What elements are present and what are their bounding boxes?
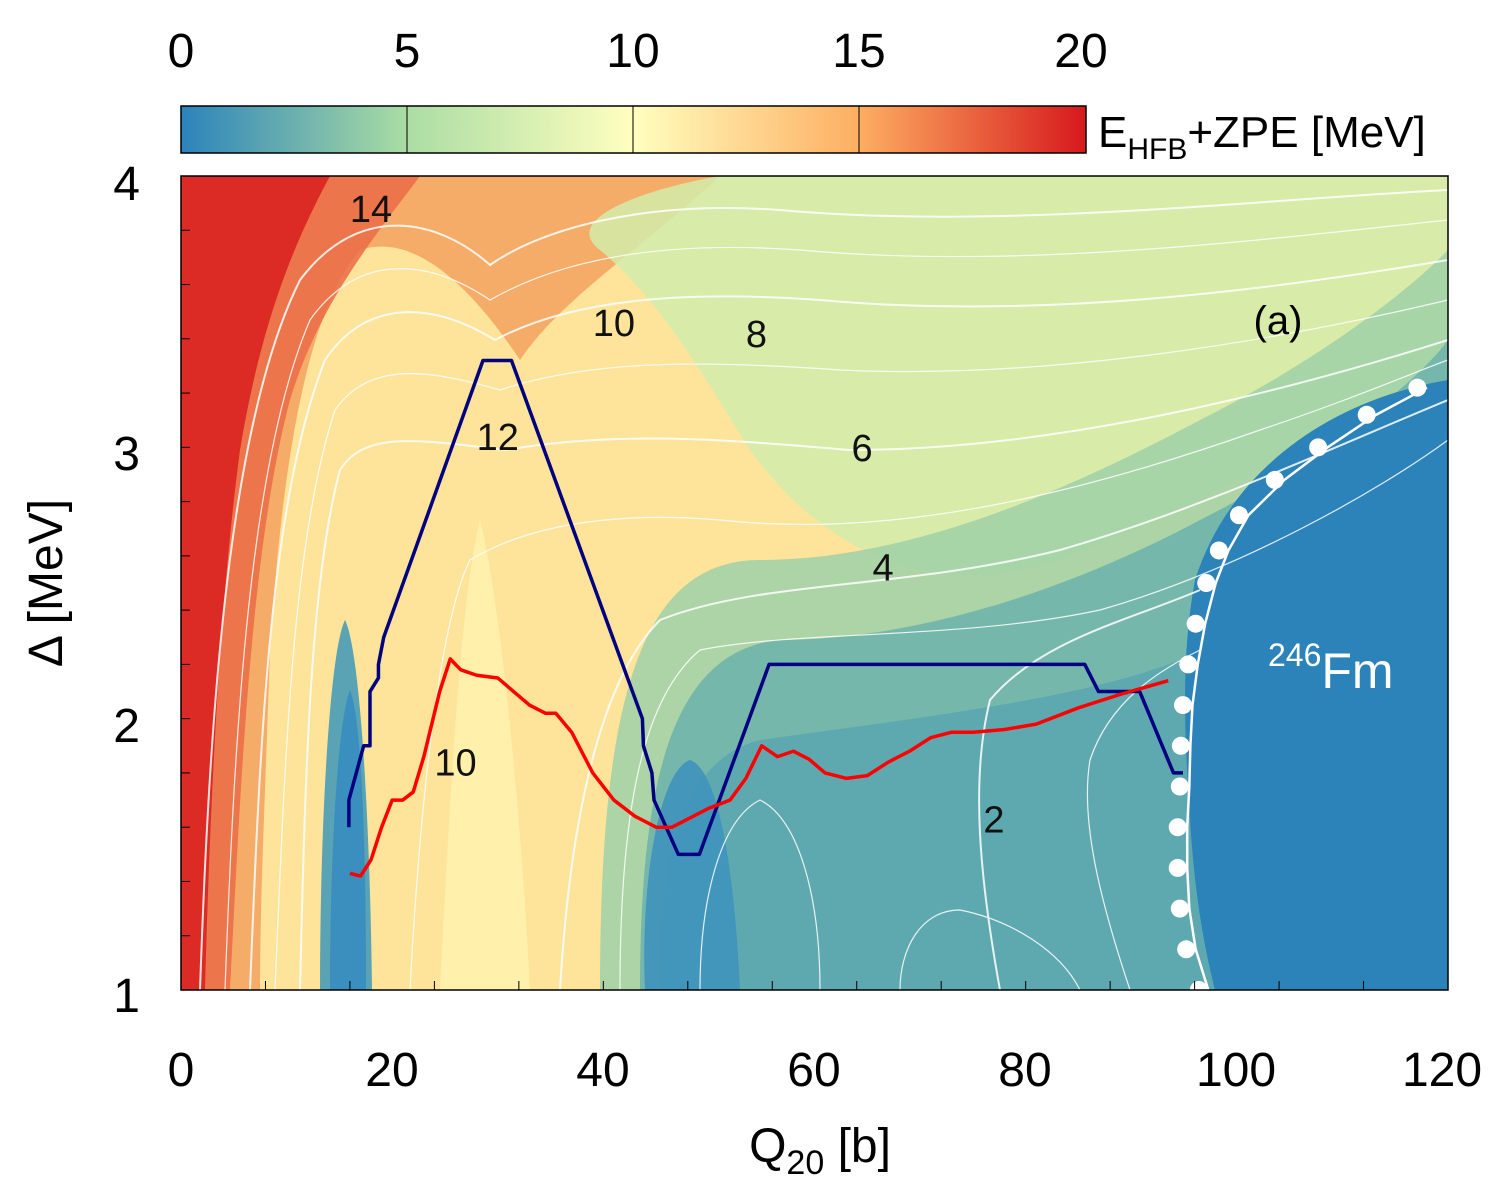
x-axis-title-sub: 20 <box>786 1144 824 1179</box>
axes <box>180 175 1449 991</box>
contour-label: 4 <box>873 547 894 589</box>
x-tick-label: 100 <box>1196 1044 1276 1097</box>
boundary-point <box>1171 736 1190 755</box>
boundary-point <box>1265 470 1284 489</box>
colorbar-label-rest: +ZPE [MeV] <box>1187 108 1425 157</box>
boundary-point <box>1309 438 1328 457</box>
colorbar-label-main: E <box>1098 108 1127 157</box>
boundary-point <box>1209 541 1228 560</box>
colorbar-tick-label: 20 <box>1054 25 1107 78</box>
colorbar-tick-label: 15 <box>832 25 885 78</box>
y-tick-label: 4 <box>113 158 140 211</box>
series-layer <box>347 358 1428 990</box>
x-tick-label: 20 <box>365 1044 418 1097</box>
blue-path-line <box>347 358 1183 857</box>
x-axis-title-main: Q <box>749 1120 786 1173</box>
boundary-line <box>1185 386 1428 990</box>
contour-label: 6 <box>851 428 872 470</box>
panel-label: (a) <box>1254 299 1303 343</box>
colorbar: 0 5 10 15 20 EHFB+ZPE [MeV] <box>168 25 1426 166</box>
contour-label: 2 <box>983 800 1004 842</box>
contour-label: 10 <box>593 303 635 345</box>
y-tick-labels: 1 2 3 4 <box>113 158 140 1023</box>
boundary-point <box>1229 506 1248 525</box>
contour-label: 8 <box>746 314 767 356</box>
boundary-point <box>1408 378 1427 397</box>
boundary-point <box>1186 614 1205 633</box>
x-axis-title-unit: [b] <box>824 1120 891 1173</box>
y-tick-label: 1 <box>113 970 140 1023</box>
boundary-point <box>1170 777 1189 796</box>
colorbar-tick-label: 10 <box>606 25 659 78</box>
nucleus-mass: 246 <box>1268 637 1321 673</box>
boundary-point <box>1168 818 1187 837</box>
boundary-point <box>1197 574 1216 592</box>
boundary-point <box>1179 655 1198 674</box>
x-tick-label: 80 <box>998 1044 1051 1097</box>
x-axis-title: Q20 [b] <box>749 1120 891 1179</box>
y-axis-title: Δ [MeV] <box>20 499 73 667</box>
nucleus-label: 246Fm <box>1268 637 1394 699</box>
colorbar-label-sub: HFB <box>1127 133 1187 166</box>
boundary-point <box>1168 858 1187 877</box>
boundary-point <box>1357 405 1376 424</box>
contour-label: 14 <box>350 189 392 231</box>
x-tick-label: 120 <box>1402 1044 1482 1097</box>
contour-label: 10 <box>434 743 476 785</box>
x-tick-label: 60 <box>787 1044 840 1097</box>
x-tick-label: 0 <box>168 1044 195 1097</box>
y-tick-label: 3 <box>113 428 140 481</box>
energy-surface-heatmap <box>181 176 1448 990</box>
contour-lines <box>199 189 1448 990</box>
nucleus-element: Fm <box>1321 643 1393 699</box>
boundary-point <box>1173 696 1192 715</box>
y-tick-label: 2 <box>113 700 140 753</box>
colorbar-tick-label: 5 <box>394 25 421 78</box>
x-tick-label: 40 <box>576 1044 629 1097</box>
colorbar-label: EHFB+ZPE [MeV] <box>1098 108 1426 166</box>
colorbar-tick-label: 0 <box>168 25 195 78</box>
boundary-point <box>1170 899 1189 918</box>
red-path-line <box>349 657 1169 878</box>
x-tick-labels: 0 20 40 60 80 100 120 <box>168 1044 1482 1097</box>
boundary-point <box>1177 940 1196 959</box>
contour-labels: 14 12 10 8 6 4 2 10 <box>350 189 1005 842</box>
contour-label: 12 <box>477 417 519 459</box>
